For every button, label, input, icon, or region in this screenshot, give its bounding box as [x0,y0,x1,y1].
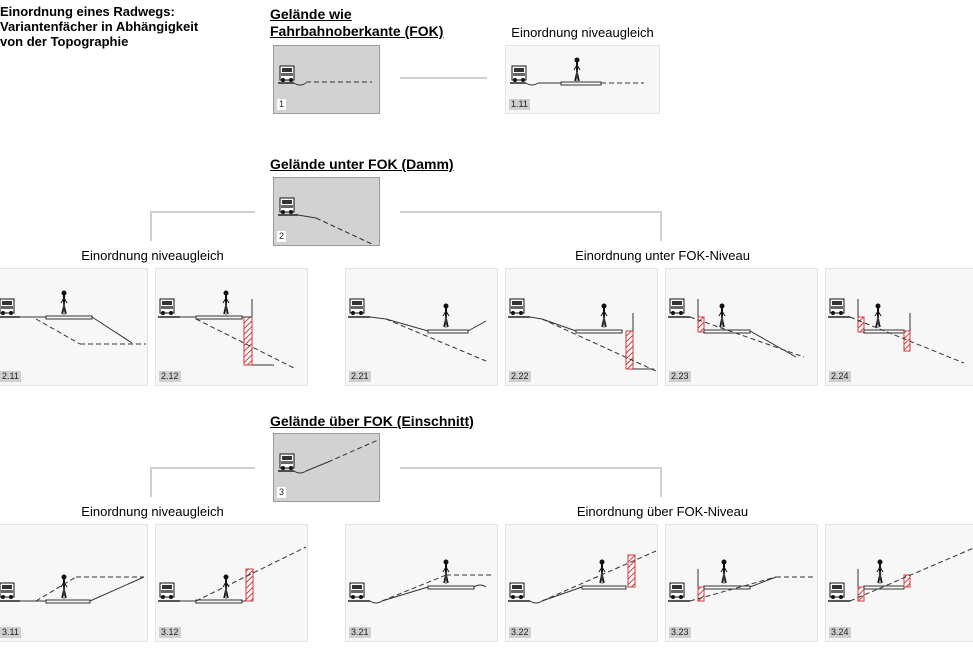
panel-label: 2.23 [669,371,691,382]
connector-line [150,211,152,241]
panel-2-11: 2.11 [0,268,148,386]
section-3a-caption: Einordnung niveaugleich [81,504,224,519]
connector-line [660,211,662,241]
terrain-sketch [158,546,307,604]
panel-3-12: 3.12 [155,524,308,642]
connector-line [400,467,662,469]
panel-2-22: 2.22 [505,268,658,386]
connector-line [660,467,662,497]
panel-label: 3.22 [509,627,531,638]
connector-line [150,211,255,213]
panel-2-21: 2.21 [345,268,498,386]
panel-label: 3.12 [159,627,181,638]
panel-3-22: 3.22 [505,524,658,642]
terrain-sketch [278,197,375,245]
panel-label: 2.21 [349,371,371,382]
terrain-sketch [828,298,965,364]
terrain-sketch [828,547,973,602]
panel-label: 2.12 [159,371,181,382]
terrain-sketch [668,298,805,358]
panel-label: 3.24 [829,627,851,638]
main-title: Einordnung eines Radwegs: Variantenfäche… [0,4,199,49]
panel-label: 2.22 [509,371,531,382]
connector-line [400,211,662,213]
terrain-sketch [510,56,644,86]
panel-label: 2.24 [829,371,851,382]
connector-line [400,77,487,79]
panel-3: 3 [273,433,380,502]
section-1-heading: Gelände wie Fahrbahnoberkante (FOK) [270,6,444,39]
connector-line [150,467,255,469]
panel-3-11: 3.11 [0,524,148,642]
panel-3-24: 3.24 [825,524,973,642]
panel-label: 3.21 [349,627,371,638]
terrain-sketch [348,298,487,362]
panel-2-24: 2.24 [825,268,973,386]
panel-label: 2.11 [0,371,21,382]
terrain-sketch [348,558,494,604]
panel-3-23: 3.23 [665,524,818,642]
panel-2-12: 2.12 [155,268,308,386]
terrain-sketch [508,550,657,604]
connector-line [150,467,152,497]
panel-label: 1.11 [509,99,530,110]
terrain-sketch [278,439,379,474]
panel-label: 3.23 [669,627,691,638]
terrain-sketch [158,289,297,370]
section-2-heading: Gelände unter FOK (Damm) [270,156,454,172]
section-3b-caption: Einordnung über FOK-Niveau [576,504,749,519]
terrain-sketch [0,573,145,604]
panel-label: 3 [277,487,287,498]
terrain-sketch [668,558,814,602]
panel-label: 1 [277,99,287,110]
terrain-sketch [0,289,146,345]
section-3-heading: Gelände über FOK (Einschnitt) [270,413,474,429]
section-2a-caption: Einordnung niveaugleich [81,248,224,263]
panel-3-21: 3.21 [345,524,498,642]
terrain-sketch [508,298,657,372]
panel-1: 1 [273,45,380,114]
panel-label: 3.11 [0,627,21,638]
section-1-caption: Einordnung niveaugleich [511,25,654,40]
terrain-sketch [278,65,372,86]
panel-label: 2 [277,231,287,242]
panel-2: 2 [273,177,380,246]
panel-1-11: 1.11 [505,45,660,114]
panel-2-23: 2.23 [665,268,818,386]
section-2b-caption: Einordnung unter FOK-Niveau [575,248,750,263]
